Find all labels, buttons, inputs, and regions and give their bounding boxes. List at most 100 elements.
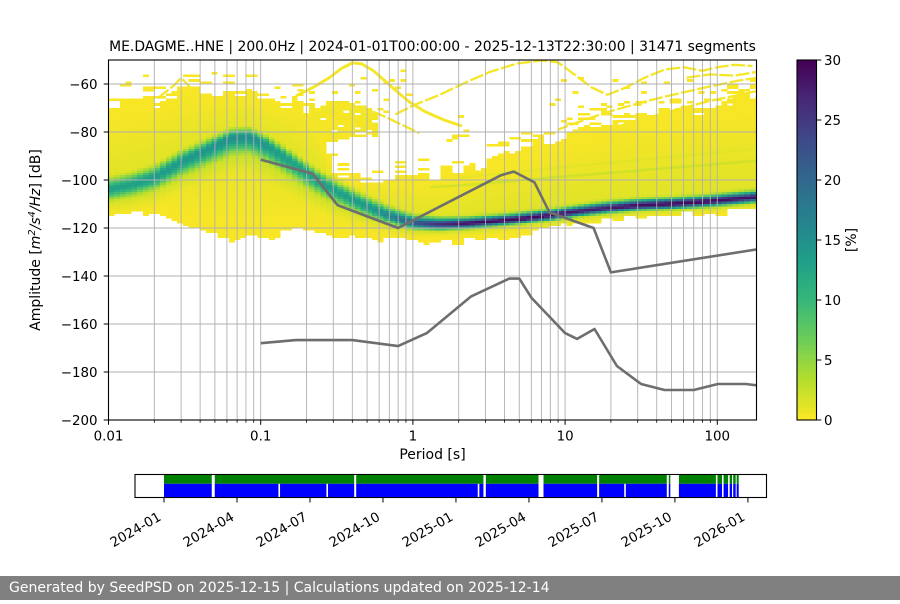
heatmap-cell [308,194,315,197]
heatmap-cell [704,168,711,171]
heatmap-cell [263,184,270,188]
heatmap-cell [446,213,453,217]
heatmap-cell [171,192,178,195]
heatmap-cell [612,208,619,212]
heatmap-cell [200,172,207,176]
heatmap-cell [217,122,224,125]
heatmap-cell [194,170,201,173]
heatmap-cell [142,213,149,217]
heatmap-cell [320,105,327,109]
heatmap-cell [698,204,705,207]
heatmap-cell [286,122,293,125]
heatmap-cell [595,196,602,200]
heatmap-cell [578,196,585,200]
heatmap-cell [371,192,378,195]
heatmap-cell [119,194,126,197]
heatmap-cell [423,223,430,226]
heatmap-cell [188,180,195,183]
heatmap-cell [308,160,315,164]
heatmap-cell [612,194,619,197]
heatmap-cell [389,204,396,207]
heatmap-cell [114,182,121,185]
heatmap-cell [589,160,596,164]
heatmap-cell [658,172,665,176]
heatmap-cell [606,182,613,185]
heatmap-cell [182,204,189,207]
heatmap-cell [114,98,121,101]
heatmap-cell [744,124,751,128]
heatmap-cell [744,96,751,99]
heatmap-cell [446,235,453,238]
heatmap-cell [291,223,298,226]
heatmap-cell [383,235,390,238]
heatmap-cell [177,100,184,104]
heatmap-cell [469,194,476,197]
heatmap-cell [326,177,333,181]
heatmap-cell [343,124,350,128]
heatmap-cell [171,158,178,161]
heatmap-cell [160,132,167,135]
heatmap-cell [652,148,659,152]
heatmap-cell [709,208,716,212]
heatmap-cell [274,220,281,224]
heatmap-cell [641,139,648,142]
heatmap-cell [692,120,699,123]
heatmap-cell [538,206,544,209]
heatmap-cell [125,144,132,147]
heatmap-cell [154,199,161,202]
heatmap-cell [337,115,344,118]
heatmap-cell [715,187,722,190]
heatmap-cell [337,208,344,212]
heatmap-cell [308,110,315,113]
heatmap-cell [188,74,195,77]
heatmap-cell [291,117,298,121]
heatmap-cell [245,184,252,188]
heatmap-cell [686,134,693,137]
heatmap-cell [251,100,258,104]
heatmap-cell [251,110,258,113]
heatmap-cell [160,100,167,104]
heatmap-cell [274,184,281,188]
heatmap-cell [308,192,315,195]
heatmap-cell [738,134,745,137]
heatmap-cell [125,204,132,207]
heatmap-cell [108,108,115,111]
heatmap-cell [182,172,189,176]
heatmap-cell [406,206,413,209]
heatmap-cell [595,220,602,224]
heatmap-cell [194,110,201,113]
heatmap-cell [245,216,252,219]
heatmap-cell [406,223,413,226]
heatmap-cell [618,192,625,195]
heatmap-cell [274,153,281,157]
heatmap-cell [738,136,745,140]
heatmap-cell [343,201,350,205]
heatmap-cell [538,170,544,173]
heatmap-cell [675,196,682,200]
heatmap-cell [251,170,258,173]
heatmap-cell [205,170,212,173]
heatmap-cell [320,110,327,113]
heatmap-cell [268,139,275,142]
heatmap-cell [681,168,688,171]
heatmap-cell [308,206,315,209]
heatmap-cell [641,153,648,157]
heatmap-cell [268,182,275,185]
heatmap-cell [286,110,293,113]
heatmap-cell [119,189,126,193]
heatmap-cell [652,170,659,173]
heatmap-cell [520,199,527,202]
heatmap-cell [652,139,659,142]
heatmap-cell [538,204,544,207]
heatmap-cell [503,165,510,169]
heatmap-cell [160,204,167,207]
heatmap-cell [217,108,224,111]
heatmap-cell [200,218,207,221]
heatmap-cell [417,204,424,207]
heatmap-cell [268,216,275,219]
heatmap-cell [560,194,567,197]
heatmap-cell [177,211,184,214]
heatmap-cell [205,204,212,207]
heatmap-cell [280,199,287,202]
heatmap-cell [686,148,693,152]
